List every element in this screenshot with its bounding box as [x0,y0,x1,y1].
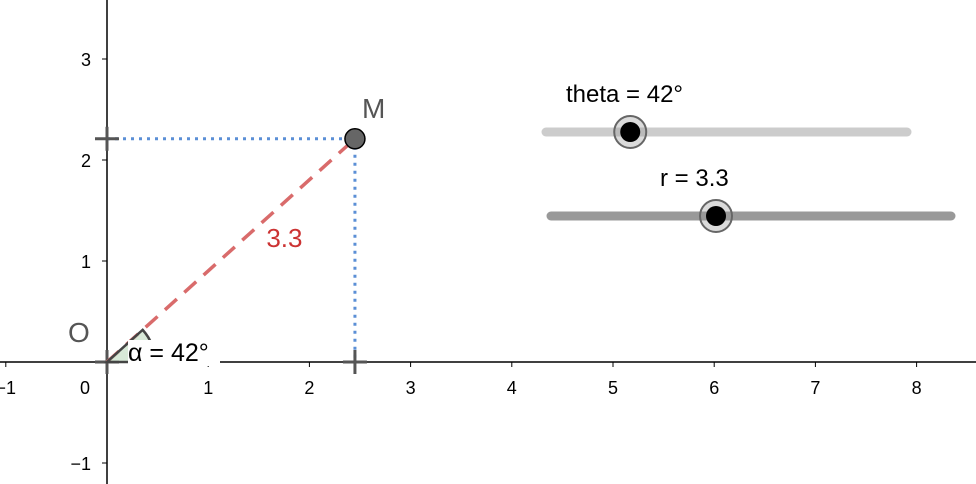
x-tick-label: 1 [203,378,213,398]
angle-alpha-label: α = 42° [128,339,209,367]
point-o-label: O [68,317,90,348]
x-tick-label: 7 [810,378,820,398]
x-tick-label: 0 [80,378,90,398]
r-slider-handle[interactable] [706,206,726,226]
x-tick-label: 4 [507,378,517,398]
theta-slider-handle[interactable] [620,122,641,142]
y-tick-label: 2 [81,151,91,171]
axis-ticks: −1 0 1 2 3 4 5 6 7 8 −1 1 2 3 [0,50,922,474]
segment-length-label: 3.3 [266,223,302,253]
r-slider-label: r = 3.3 [660,165,729,192]
x-tick-label: −1 [0,378,16,398]
x-tick-label: 6 [709,378,719,398]
x-tick-label: 2 [304,378,314,398]
y-projection-marker [95,126,119,151]
theta-slider-label: theta = 42° [566,81,683,108]
point-m[interactable] [344,128,366,150]
x-tick-label: 8 [912,378,922,398]
x-tick-label: 3 [406,378,416,398]
angle-label-background [128,340,220,366]
x-tick-label: 5 [608,378,618,398]
y-tick-label: 3 [81,50,91,70]
y-tick-label: 1 [81,252,91,272]
radius-segment [105,137,357,364]
x-projection-marker [342,350,367,374]
point-m-label: M [362,93,385,124]
y-tick-label: −1 [70,454,91,474]
